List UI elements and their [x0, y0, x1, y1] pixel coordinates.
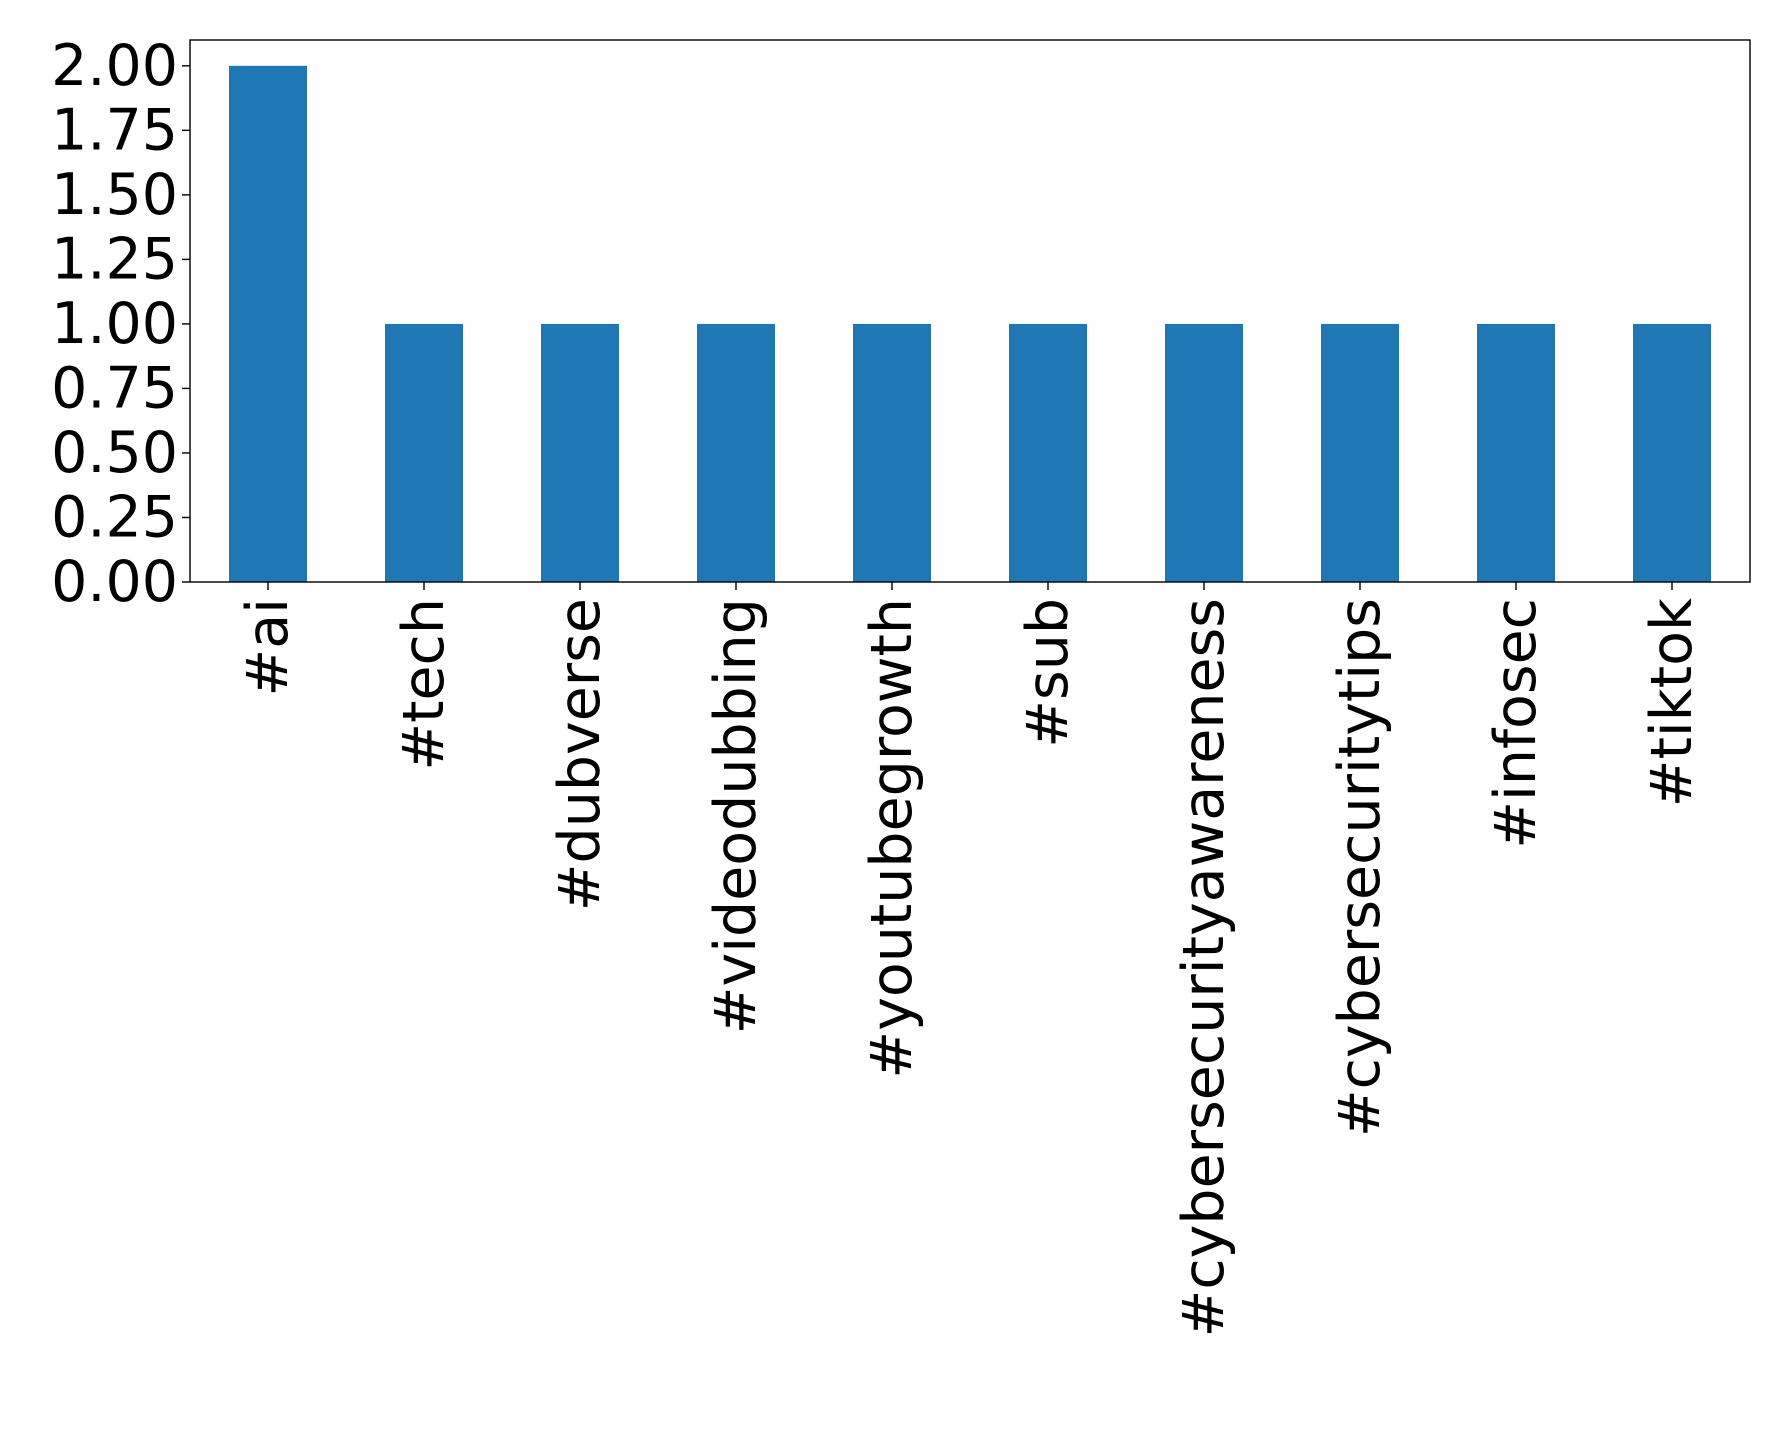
y-tick-label: 0.50: [51, 420, 178, 486]
y-tick-label: 1.75: [51, 97, 178, 163]
y-tick-label: 1.25: [51, 226, 178, 292]
x-axis: #ai #tech #dubverse #videodubbing #youtubegr…: [235, 582, 1705, 1337]
x-tick-label-ai: #ai: [235, 598, 301, 697]
x-tick-label-sub: #sub: [1015, 598, 1081, 748]
x-tick-label-cybersecuritytips: #cybersecuritytips: [1327, 598, 1393, 1137]
y-tick-label: 0.00: [51, 549, 178, 615]
bar-cybersecurityawareness: [1165, 323, 1243, 582]
x-tick-label-videodubbing: #videodubbing: [703, 598, 769, 1034]
x-tick-label-dubverse: #dubverse: [547, 598, 613, 911]
bar-videodubbing: [697, 323, 775, 582]
x-tick-label-tech: #tech: [391, 598, 457, 771]
x-tick-label-infosec: #infosec: [1483, 598, 1549, 849]
x-tick-label-youtubegrowth: #youtubegrowth: [859, 598, 925, 1079]
bars-group: [229, 65, 1711, 583]
bar-cybersecuritytips: [1321, 323, 1399, 582]
bar-dubverse: [541, 323, 619, 582]
bar-ai: [229, 65, 307, 583]
x-tick-label-cybersecurityawareness: #cybersecurityawareness: [1171, 598, 1237, 1337]
y-tick-label: 1.50: [51, 162, 178, 228]
x-tick-label-tiktok: #tiktok: [1639, 598, 1705, 807]
y-tick-label: 1.00: [51, 291, 178, 357]
y-tick-label: 2.00: [51, 33, 178, 99]
bar-tech: [385, 323, 463, 582]
y-axis: 0.000.250.500.751.001.251.501.752.00: [51, 33, 190, 615]
y-tick-label: 0.75: [51, 355, 178, 421]
bar-infosec: [1477, 323, 1555, 582]
y-tick-label: 0.25: [51, 484, 178, 550]
bar-youtubegrowth: [853, 323, 931, 582]
bar-tiktok: [1633, 323, 1711, 582]
plot-frame: [189, 39, 1751, 583]
bar-sub: [1009, 323, 1087, 582]
